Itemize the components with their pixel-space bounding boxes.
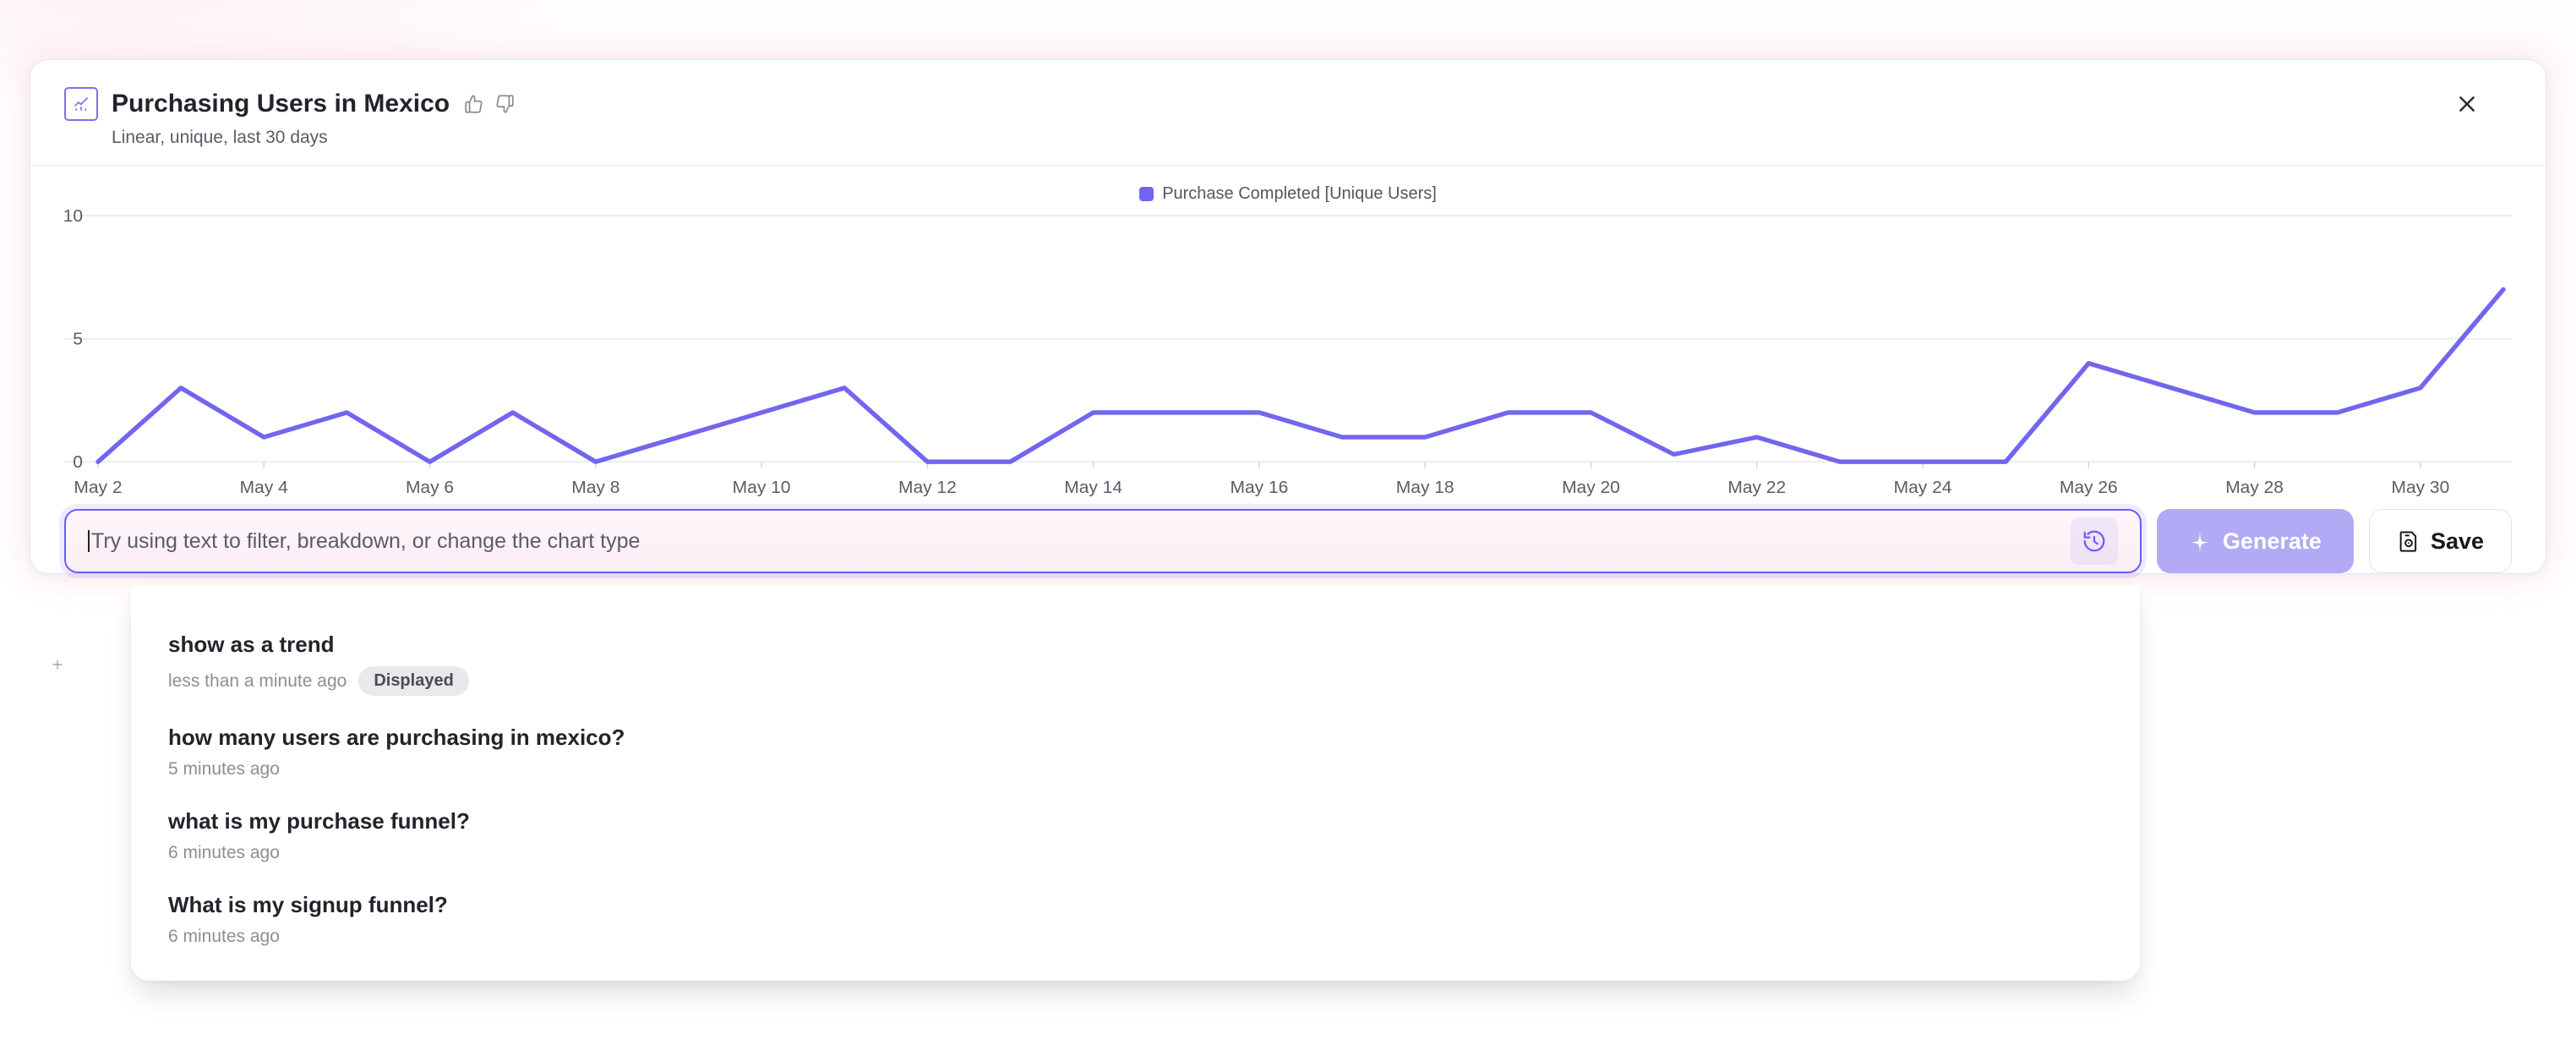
svg-text:5: 5 — [73, 330, 83, 349]
svg-text:May 10: May 10 — [733, 478, 791, 497]
svg-text:May 4: May 4 — [240, 478, 288, 497]
svg-text:May 12: May 12 — [898, 478, 957, 497]
svg-text:May 20: May 20 — [1562, 478, 1620, 497]
svg-text:May 22: May 22 — [1727, 478, 1786, 497]
svg-text:May 26: May 26 — [2060, 478, 2118, 497]
svg-text:May 16: May 16 — [1231, 478, 1289, 497]
svg-text:May 30: May 30 — [2391, 478, 2449, 497]
svg-text:May 6: May 6 — [406, 478, 454, 497]
svg-text:May 18: May 18 — [1396, 478, 1454, 497]
svg-text:May 28: May 28 — [2225, 478, 2284, 497]
svg-text:May 8: May 8 — [571, 478, 619, 497]
svg-text:May 2: May 2 — [74, 478, 122, 497]
svg-text:May 24: May 24 — [1894, 478, 1952, 497]
svg-text:0: 0 — [73, 452, 83, 472]
svg-text:10: 10 — [63, 206, 83, 226]
svg-text:May 14: May 14 — [1064, 478, 1122, 497]
